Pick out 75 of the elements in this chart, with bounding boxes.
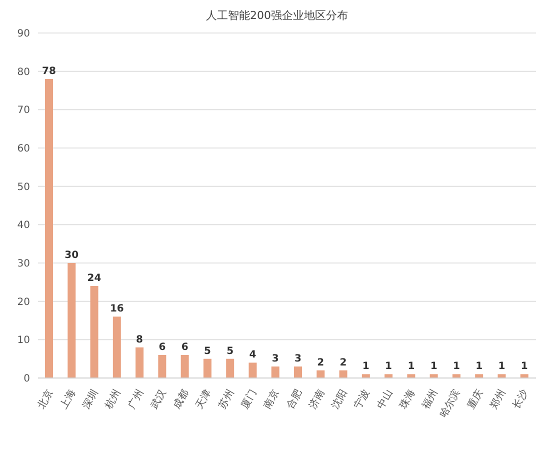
x-tick-label: 宁波	[352, 388, 372, 411]
y-tick-label: 40	[17, 220, 30, 232]
bar	[498, 374, 506, 378]
data-label: 5	[226, 346, 234, 357]
x-tick-label: 杭州	[102, 388, 124, 412]
x-tick-label: 上海	[58, 388, 78, 411]
x-tick-label: 珠海	[397, 388, 418, 411]
bar	[90, 286, 98, 378]
bar	[430, 374, 438, 378]
x-tick-label: 苏州	[216, 388, 236, 411]
data-label: 1	[385, 361, 392, 372]
y-tick-label: 80	[17, 66, 30, 78]
data-label: 1	[430, 361, 438, 372]
bar	[158, 355, 166, 378]
bar	[452, 374, 460, 378]
y-tick-label: 30	[17, 258, 30, 270]
bar	[316, 370, 325, 378]
x-tick-label: 重庆	[465, 388, 486, 411]
bar	[180, 355, 189, 378]
x-tick-label: 深圳	[80, 388, 101, 411]
y-tick-label: 70	[17, 105, 30, 116]
data-label: 2	[317, 357, 324, 368]
y-tick-label: 10	[17, 335, 30, 346]
bar	[68, 263, 76, 378]
bar	[203, 358, 212, 378]
data-label: 6	[181, 342, 188, 353]
y-tick-label: 60	[17, 144, 30, 155]
data-label: 6	[158, 342, 166, 353]
bar	[362, 374, 370, 378]
y-tick-label: 90	[17, 28, 30, 40]
bar	[112, 316, 121, 378]
bar	[136, 347, 144, 378]
x-tick-label: 武汉	[148, 388, 169, 411]
bar	[339, 370, 348, 378]
x-tick-label: 郑州	[488, 388, 508, 411]
bar	[520, 374, 528, 378]
bar	[407, 374, 416, 378]
data-label: 1	[498, 361, 506, 372]
data-label: 3	[272, 354, 279, 364]
bar	[271, 366, 280, 378]
x-tick-label: 广州	[126, 388, 146, 411]
x-tick-label: 天津	[193, 388, 214, 411]
x-tick-label: 沈阳	[329, 388, 350, 411]
y-tick-label: 20	[17, 296, 30, 308]
bar	[248, 362, 257, 378]
data-label: 78	[42, 66, 56, 77]
data-label: 24	[87, 273, 102, 284]
bar	[45, 79, 53, 378]
data-label: 1	[362, 361, 370, 372]
data-label: 30	[64, 250, 79, 261]
data-label: 8	[136, 334, 144, 346]
x-tick-label: 中山	[374, 388, 395, 411]
data-label: 5	[204, 346, 211, 357]
data-label: 3	[294, 354, 302, 364]
x-tick-label: 济南	[306, 388, 328, 411]
chart-title: 人工智能200强企业地区分布	[205, 8, 349, 23]
y-tick-label: 50	[17, 182, 30, 193]
bar	[226, 358, 234, 378]
data-label: 1	[408, 361, 415, 372]
x-tick-label: 厦门	[238, 388, 260, 411]
bar	[475, 374, 484, 378]
x-tick-label: 成都	[170, 388, 192, 411]
data-label: 1	[452, 361, 460, 372]
x-tick-label: 南京	[261, 388, 282, 411]
x-tick-label: 北京	[34, 388, 56, 411]
data-label: 4	[249, 350, 256, 361]
data-label: 16	[110, 304, 124, 315]
x-tick-label: 合肥	[284, 388, 304, 411]
bar	[384, 374, 393, 378]
x-tick-label: 长沙	[510, 388, 531, 411]
bar	[294, 366, 302, 378]
data-label: 1	[520, 361, 528, 372]
y-tick-label: 0	[24, 374, 30, 385]
data-label: 1	[476, 361, 483, 372]
data-label: 2	[340, 357, 347, 368]
